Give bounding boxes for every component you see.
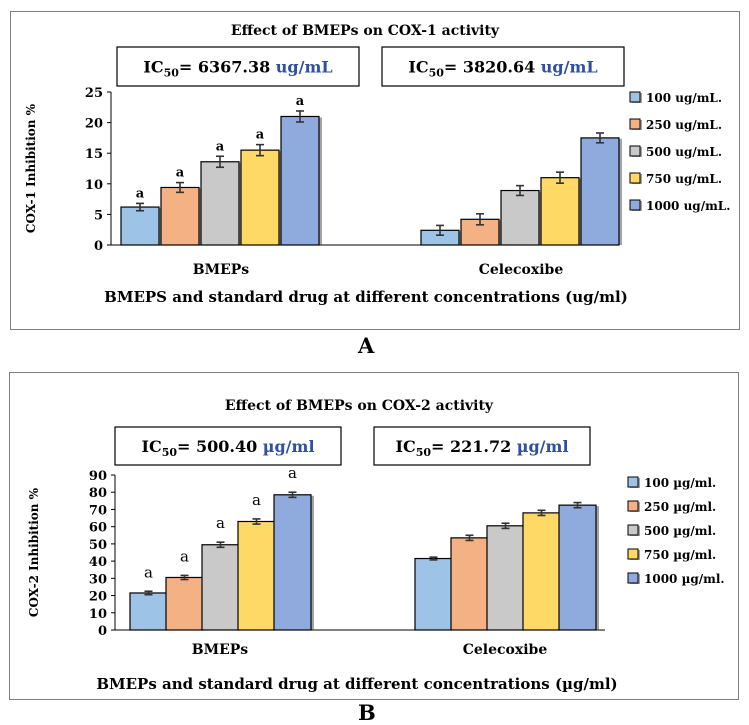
bar [280,115,320,246]
legend-swatch [627,500,639,512]
legend-swatch [629,199,641,211]
panel-label-b: B [358,700,376,725]
x-category-label: BMEPs [192,642,249,658]
legend-swatch [629,145,641,157]
legend-swatch [629,172,641,184]
legend-swatch [629,91,641,103]
x-category-label: Celecoxibe [479,262,564,278]
legend-label: 100 µg/ml. [644,476,716,490]
significance-label: a [216,139,225,154]
significance-label: a [296,94,305,109]
bar [540,177,580,246]
significance-label: a [144,563,153,581]
ic50-label: IC50= 3820.64 ug/mL [408,58,597,80]
legend-label: 750 µg/ml. [644,548,716,562]
bar [200,161,240,246]
cox1-chart: Effect of BMEPs on COX-1 activity IC50= 6… [24,23,730,306]
y-tick-label: 0 [98,624,107,639]
ic50-label: IC50= 500.40 µg/ml [141,437,314,459]
legend-label: 500 µg/ml. [644,524,716,538]
significance-label: a [256,128,265,143]
significance-label: a [180,547,189,565]
x-category-label: BMEPs [193,262,250,278]
chart-panel-b: Effect of BMEPs on COX-2 activity IC50= 5… [9,372,739,700]
bar [580,137,620,246]
significance-label: a [252,491,261,509]
legend-label: 1000 ug/mL. [646,199,730,213]
x-axis-title: BMEPs and standard drug at different con… [96,675,617,693]
ic50-box [381,46,625,87]
x-category-label: Celecoxibe [463,642,548,658]
chart-panel-a: Effect of BMEPs on COX-1 activity IC50= 6… [10,11,740,330]
bar [273,494,312,631]
bar [240,149,280,246]
bar [486,525,525,631]
bar [120,206,160,246]
significance-label: a [136,186,145,201]
y-tick-label: 30 [89,572,107,587]
y-tick-label: 20 [89,590,107,605]
significance-label: a [288,464,297,482]
y-tick-label: 20 [85,117,103,132]
y-tick-label: 60 [89,521,107,536]
legend-label: 500 ug/mL. [646,145,722,159]
legend-swatch [627,572,639,584]
y-tick-label: 15 [85,147,103,162]
legend-label: 100 ug/mL. [646,91,722,105]
y-tick-label: 70 [89,503,107,518]
legend-label: 250 µg/ml. [644,500,716,514]
y-tick-label: 90 [89,469,107,484]
y-tick-label: 0 [94,239,103,254]
y-tick-label: 50 [89,538,107,553]
bar [237,520,276,631]
cox2-chart: Effect of BMEPs on COX-2 activity IC50= 5… [27,398,725,693]
legend-swatch [627,524,639,536]
bar [500,189,540,246]
bar [165,576,204,631]
ic50-box [114,426,342,466]
chart-title: Effect of BMEPs on COX-2 activity [225,398,494,414]
bar [450,537,489,631]
legend-label: 1000 µg/ml. [644,572,725,586]
chart-title: Effect of BMEPs on COX-1 activity [231,23,500,39]
ic50-label: IC50= 221.72 µg/ml [395,437,568,459]
panel-label-a: A [358,333,375,358]
y-axis-title: COX-1 Inhibition % [24,103,38,233]
ic50-box [373,426,591,466]
y-tick-label: 80 [89,486,107,501]
legend-swatch [627,476,639,488]
y-tick-label: 40 [89,555,107,570]
bar [522,512,561,631]
legend-label: 250 ug/mL. [646,118,722,132]
significance-label: a [176,166,185,181]
y-tick-label: 5 [94,208,103,223]
y-axis-title: COX-2 Inhibition % [27,487,41,617]
bar [201,544,240,631]
y-tick-label: 10 [85,178,103,193]
legend-swatch [627,548,639,560]
bar [129,592,168,631]
bar [160,186,200,246]
y-tick-label: 10 [89,607,107,622]
bar [414,557,453,631]
significance-label: a [216,514,225,532]
ic50-label: IC50= 6367.38 ug/mL [143,58,332,80]
bar [558,504,597,631]
ic50-box [116,46,360,87]
x-axis-title: BMEPS and standard drug at different con… [104,288,628,306]
legend-swatch [629,118,641,130]
y-tick-label: 25 [85,86,103,101]
legend-label: 750 ug/mL. [646,172,722,186]
